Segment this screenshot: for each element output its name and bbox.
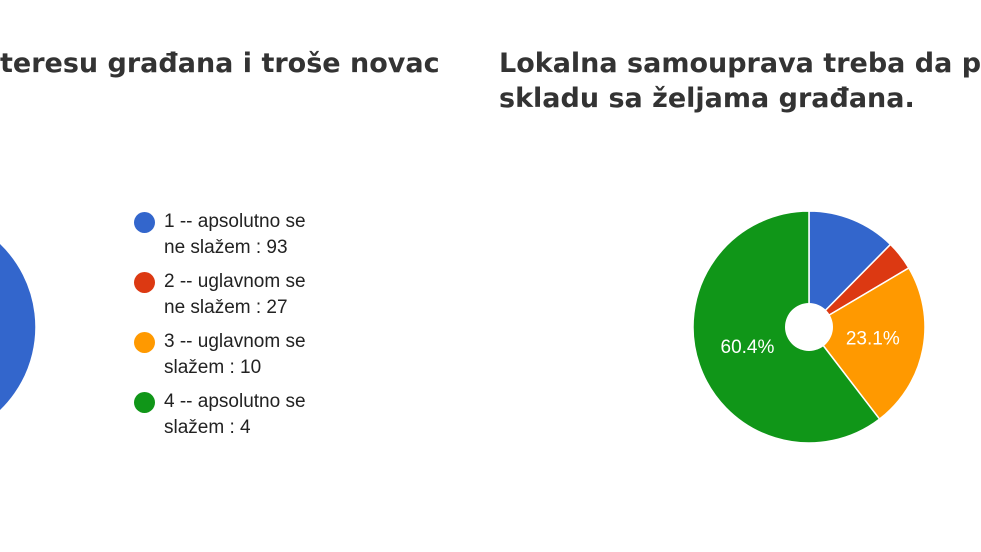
chart-title: teresu građana i troše novac xyxy=(0,48,440,79)
pie-slice xyxy=(808,210,892,329)
slice-label: 23.1% xyxy=(846,328,900,349)
legend-item: 1 -- apsolutno se ne slažem : 93 xyxy=(133,209,333,269)
legend-swatch xyxy=(134,332,155,353)
legend-swatch xyxy=(134,272,155,293)
legend-label: 3 -- uglavnom se slažem : 10 xyxy=(164,331,306,378)
legend-swatch xyxy=(134,392,155,413)
legend-label: 2 -- uglavnom se ne slažem : 27 xyxy=(164,271,306,318)
pie-slice xyxy=(807,266,926,421)
legend-label: 4 -- apsolutno se slažem : 4 xyxy=(164,391,306,438)
legend-item: 2 -- uglavnom se ne slažem : 27 xyxy=(133,269,333,329)
chart-title: skladu sa željama građana. xyxy=(499,83,915,114)
legend: 1 -- apsolutno se ne slažem : 93 2 -- ugl… xyxy=(133,209,333,449)
pie-hole xyxy=(785,303,833,351)
legend-item: 4 -- apsolutno se slažem : 4 xyxy=(133,389,333,449)
chart-title: Lokalna samouprava treba da pl xyxy=(499,48,981,79)
slice-label: 60.4% xyxy=(721,337,775,358)
legend-swatch xyxy=(134,212,155,233)
pie-slice xyxy=(0,242,37,412)
legend-label: 1 -- apsolutno se ne slažem : 93 xyxy=(164,211,306,258)
legend-item: 3 -- uglavnom se slažem : 10 xyxy=(133,329,333,389)
